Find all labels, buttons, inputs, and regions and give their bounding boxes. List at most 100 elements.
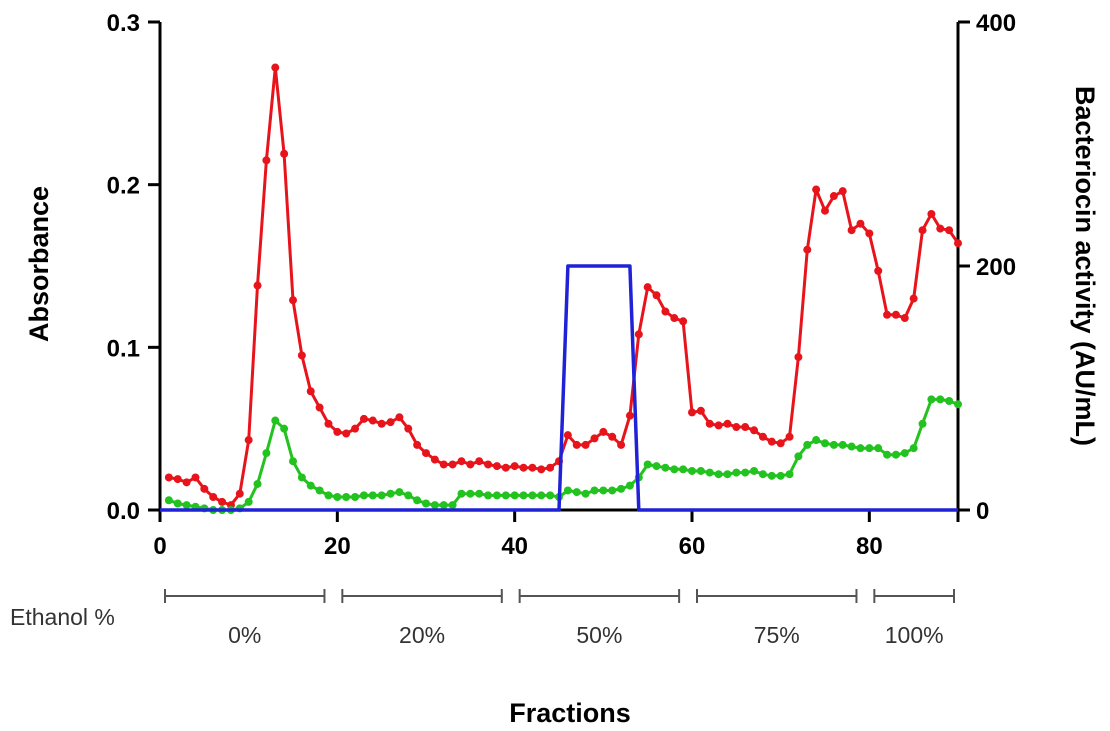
series-0 [164,63,962,510]
series-2 [160,264,958,512]
data-point [900,449,909,458]
data-point [723,470,732,479]
data-point [342,429,351,438]
data-point [501,491,510,500]
data-point [625,481,634,490]
data-point [652,462,661,471]
data-point [767,437,776,446]
data-point [732,468,741,477]
data-point [599,427,608,436]
series-1 [164,395,962,514]
data-point [891,310,900,319]
data-point [395,488,404,497]
data-point [244,497,253,506]
data-point [847,226,856,235]
ethanol-segment-label: 75% [754,622,800,648]
data-point [297,351,306,360]
data-point [617,440,626,449]
data-point [271,416,280,425]
data-point [492,491,501,500]
data-point [448,460,457,469]
y-tick-label: 0.3 [107,10,140,37]
data-point [244,436,253,445]
x-tick-label: 0 [153,533,166,560]
data-point [927,209,936,218]
data-point [936,395,945,404]
data-point [306,387,315,396]
data-point [413,496,422,505]
data-point [617,484,626,493]
data-point [164,496,173,505]
data-point [714,421,723,430]
data-point [696,406,705,415]
data-point [625,411,634,420]
data-point [297,473,306,482]
data-point [785,470,794,479]
data-point [608,432,617,441]
data-point [528,491,537,500]
data-point [422,449,430,458]
y-axis-title: Absorbance [24,186,54,342]
data-point [351,424,360,433]
data-point [874,266,883,275]
data-point [182,478,191,487]
data-point [634,330,643,339]
data-point [182,501,191,510]
data-point [581,489,590,498]
data-point [821,206,829,215]
data-point [856,219,865,228]
data-point [572,440,581,449]
data-point [342,492,351,501]
data-point [315,486,324,495]
data-point [306,481,315,490]
data-point [280,149,289,158]
data-point [386,489,395,498]
series-line [160,264,958,512]
data-point [501,463,510,472]
data-point [954,239,962,248]
data-point [741,468,750,477]
x-tick-label: 80 [856,533,883,560]
data-point [679,317,688,326]
data-point [173,499,182,508]
data-point [448,501,457,510]
data-point [785,432,794,441]
data-point [572,488,581,497]
data-point [475,457,484,466]
data-point [900,314,909,323]
data-point [812,436,821,445]
y-tick-label: 0.0 [107,498,140,525]
data-point [705,419,714,428]
x-axis-title: Fractions [509,698,631,728]
data-point [386,418,395,427]
data-point [164,473,173,482]
y-tick-label: 0.2 [107,173,140,200]
data-point [803,245,812,254]
y2-tick-label: 200 [976,254,1016,281]
data-point [280,424,289,433]
data-point [377,419,386,428]
data-point [856,444,865,453]
data-point [191,473,200,482]
data-point [945,397,954,406]
data-point [457,489,466,498]
data-point [209,492,218,501]
data-point [404,424,413,433]
data-point [670,314,679,323]
data-point [927,395,936,404]
data-point [253,281,262,290]
data-point [865,444,874,453]
data-point [439,460,448,469]
x-tick-label: 40 [501,533,528,560]
data-point [954,400,962,409]
data-point [758,470,767,479]
data-point [918,419,927,428]
data-point [537,465,546,474]
ethanol-segment-label: 50% [576,622,622,648]
data-point [883,450,892,459]
data-point [466,460,475,469]
data-point [289,296,297,305]
y-tick-label: 0.1 [107,335,140,362]
ethanol-segment: 20% [341,589,503,648]
data-point [732,423,741,432]
